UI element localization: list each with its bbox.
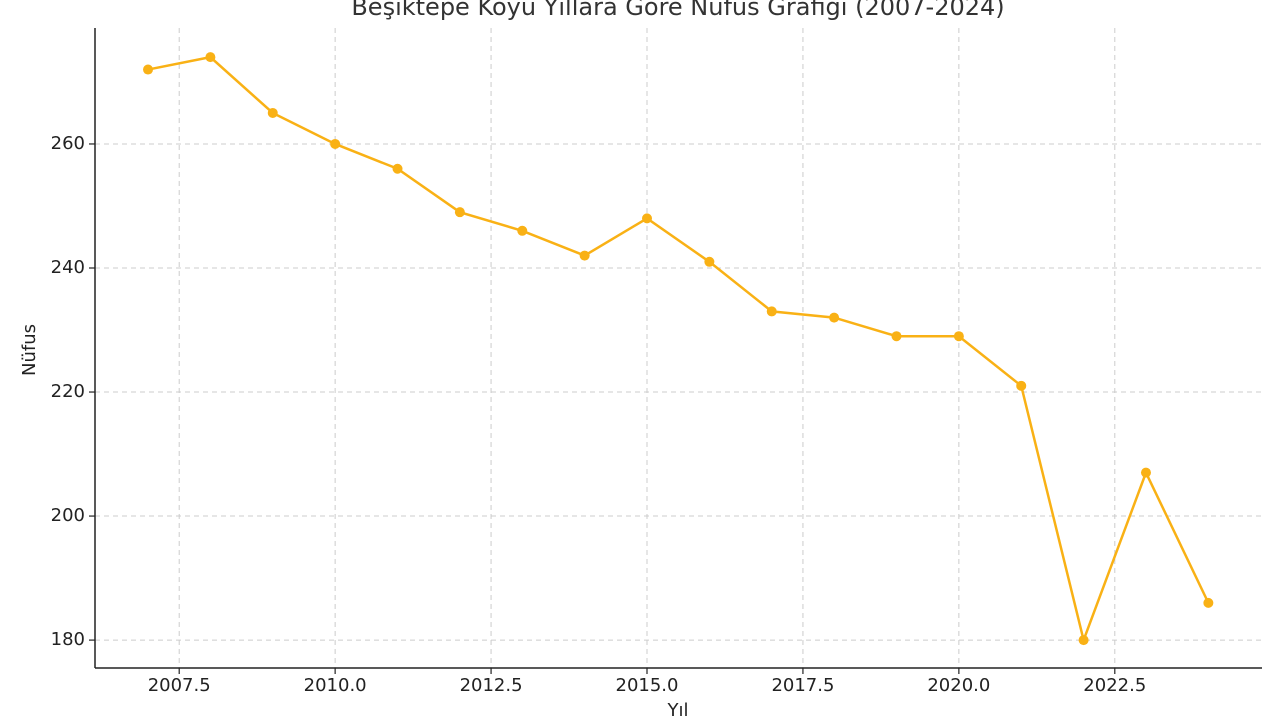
point — [517, 225, 528, 236]
point — [454, 207, 465, 218]
point — [205, 52, 216, 63]
x-tick-label: 2010.0 — [304, 675, 367, 696]
x-tick-label: 2022.5 — [1083, 675, 1146, 696]
point — [1078, 635, 1089, 646]
point — [1203, 597, 1214, 608]
x-tick-label: 2007.5 — [148, 675, 211, 696]
point — [143, 64, 154, 75]
point — [330, 138, 341, 149]
point — [642, 213, 653, 224]
y-tick-label: 180 — [51, 629, 85, 650]
point — [579, 250, 590, 261]
point — [891, 331, 902, 342]
point — [829, 312, 840, 323]
point — [704, 256, 715, 267]
x-axis-label: Yıl — [667, 700, 689, 720]
y-axis-label: Nüfus — [19, 324, 40, 376]
y-tick-label: 200 — [51, 505, 85, 526]
chart-title: Beşiktepe Köyü Yıllara Göre Nüfus Grafiğ… — [351, 0, 1004, 21]
point — [766, 306, 777, 317]
y-tick-label: 240 — [51, 257, 85, 278]
point — [953, 331, 964, 342]
x-tick-label: 2020.0 — [927, 675, 990, 696]
x-tick-label: 2015.0 — [616, 675, 679, 696]
point — [267, 107, 278, 118]
point — [392, 163, 403, 174]
y-tick-label: 220 — [51, 381, 85, 402]
point — [1016, 380, 1027, 391]
x-tick-label: 2012.5 — [460, 675, 523, 696]
y-tick-label: 260 — [51, 133, 85, 154]
x-tick-label: 2017.5 — [771, 675, 834, 696]
line — [147, 55, 1210, 645]
point — [1140, 467, 1151, 478]
